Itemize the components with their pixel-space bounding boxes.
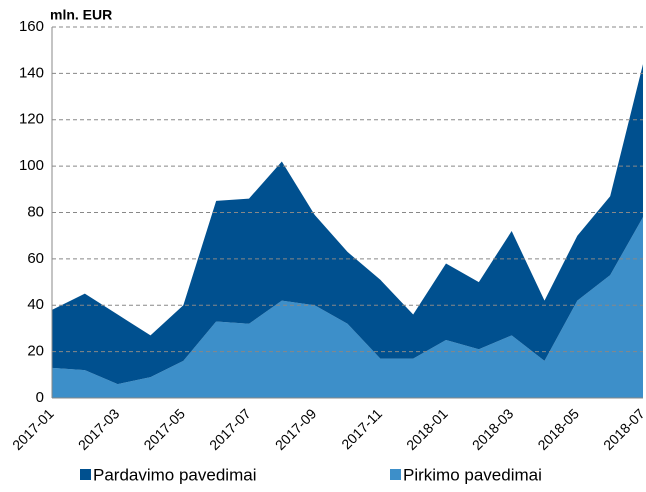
y-tick-label: 60 [27, 250, 44, 267]
legend-label: Pardavimo pavedimai [93, 465, 256, 484]
y-tick-label: 140 [19, 64, 44, 81]
y-tick-label: 120 [19, 111, 44, 128]
x-tick-label: 2017-05 [140, 405, 188, 453]
y-tick-label: 20 [27, 343, 44, 360]
x-tick-label: 2017-03 [75, 405, 123, 453]
area [52, 64, 643, 385]
x-tick-label: 2018-03 [469, 405, 517, 453]
x-tick-label: 2017-01 [9, 405, 57, 453]
area [52, 217, 643, 398]
legend-swatch [390, 469, 401, 480]
legend-swatch [80, 469, 91, 480]
legend-label: Pirkimo pavedimai [403, 465, 542, 484]
y-tick-label: 40 [27, 296, 44, 313]
x-tick-label: 2017-09 [272, 405, 320, 453]
x-tick-label: 2017-11 [338, 405, 385, 452]
x-tick-label: 2017-07 [206, 405, 254, 453]
y-axis-label: mln. EUR [50, 7, 112, 23]
y-tick-label: 160 [19, 18, 44, 35]
x-tick-label: 2018-01 [403, 405, 451, 453]
y-tick-label: 100 [19, 157, 44, 174]
y-tick-label: 80 [27, 203, 44, 220]
y-tick-label: 0 [36, 389, 44, 406]
x-tick-label: 2018-05 [534, 405, 582, 453]
x-tick-label: 2018-07 [600, 405, 646, 453]
